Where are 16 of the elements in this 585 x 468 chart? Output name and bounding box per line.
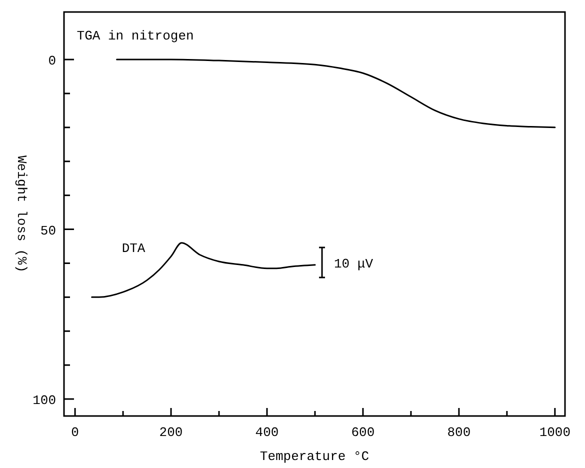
series-label: TGA in nitrogen — [76, 28, 194, 44]
x-tick-label: 200 — [159, 425, 183, 440]
line-series — [116, 58, 556, 128]
y-tick-label: 0 — [48, 54, 56, 69]
x-axis-title: Temperature °C — [260, 449, 370, 464]
x-tick-label: 400 — [255, 425, 279, 440]
y-axis-title: Weight loss (%) — [14, 155, 29, 273]
series-label: DTA — [122, 241, 146, 256]
x-tick-label: 1000 — [539, 425, 571, 440]
line-series — [91, 242, 316, 298]
x-tick-label: 0 — [71, 425, 79, 440]
y-tick-label: 50 — [40, 223, 56, 238]
x-tick-label: 800 — [447, 425, 471, 440]
y-tick-label: 100 — [32, 393, 56, 408]
x-tick-label: 600 — [351, 425, 375, 440]
annotation: 10 μV — [334, 256, 374, 272]
